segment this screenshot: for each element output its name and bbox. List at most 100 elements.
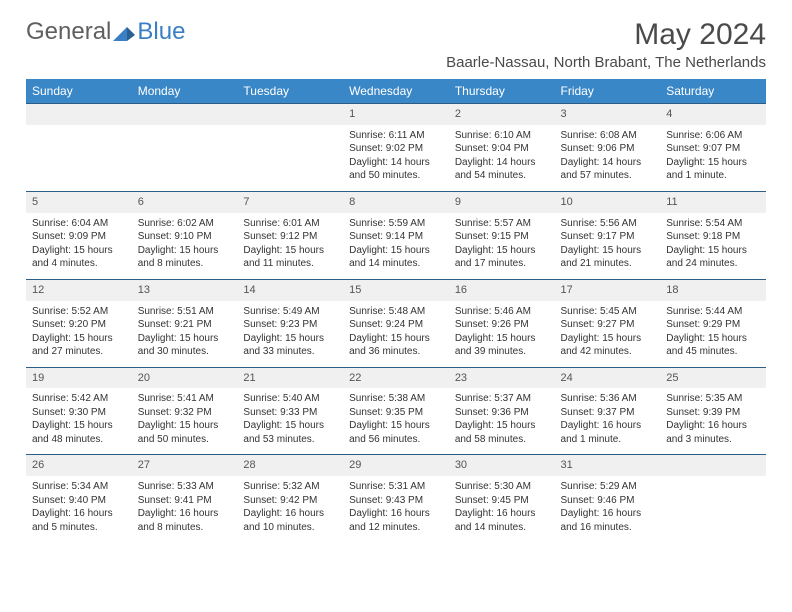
sunrise-text: Sunrise: 5:48 AM: [349, 305, 443, 319]
sunset-text: Sunset: 9:23 PM: [243, 318, 337, 332]
day-number: 10: [555, 191, 661, 212]
day-cell: Sunrise: 5:57 AMSunset: 9:15 PMDaylight:…: [449, 213, 555, 280]
sunrise-text: Sunrise: 6:04 AM: [32, 217, 126, 231]
day-number: [132, 104, 238, 125]
sunset-text: Sunset: 9:45 PM: [455, 494, 549, 508]
sunset-text: Sunset: 9:27 PM: [561, 318, 655, 332]
daylight-text: Daylight: 15 hours and 1 minute.: [666, 156, 760, 183]
sunset-text: Sunset: 9:30 PM: [32, 406, 126, 420]
sunset-text: Sunset: 9:36 PM: [455, 406, 549, 420]
day-cell: Sunrise: 5:56 AMSunset: 9:17 PMDaylight:…: [555, 213, 661, 280]
day-cell: Sunrise: 5:38 AMSunset: 9:35 PMDaylight:…: [343, 388, 449, 455]
sunrise-text: Sunrise: 6:02 AM: [138, 217, 232, 231]
sunset-text: Sunset: 9:02 PM: [349, 142, 443, 156]
header: General Blue May 2024 Baarle-Nassau, Nor…: [26, 18, 766, 71]
day-number: 9: [449, 191, 555, 212]
sunset-text: Sunset: 9:21 PM: [138, 318, 232, 332]
sunrise-text: Sunrise: 5:40 AM: [243, 392, 337, 406]
sunrise-text: Sunrise: 5:46 AM: [455, 305, 549, 319]
day-cell: Sunrise: 6:11 AMSunset: 9:02 PMDaylight:…: [343, 125, 449, 192]
day-cell: Sunrise: 5:51 AMSunset: 9:21 PMDaylight:…: [132, 301, 238, 368]
day-number: [26, 104, 132, 125]
day-header: Monday: [132, 79, 238, 104]
sunset-text: Sunset: 9:39 PM: [666, 406, 760, 420]
sunset-text: Sunset: 9:12 PM: [243, 230, 337, 244]
daynum-row: 19202122232425: [26, 367, 766, 388]
day-number: 12: [26, 279, 132, 300]
sunset-text: Sunset: 9:43 PM: [349, 494, 443, 508]
sunset-text: Sunset: 9:15 PM: [455, 230, 549, 244]
sunset-text: Sunset: 9:33 PM: [243, 406, 337, 420]
day-cell: Sunrise: 5:40 AMSunset: 9:33 PMDaylight:…: [237, 388, 343, 455]
day-header: Saturday: [660, 79, 766, 104]
daylight-text: Daylight: 15 hours and 30 minutes.: [138, 332, 232, 359]
sunrise-text: Sunrise: 6:08 AM: [561, 129, 655, 143]
daylight-text: Daylight: 15 hours and 36 minutes.: [349, 332, 443, 359]
daylight-text: Daylight: 15 hours and 53 minutes.: [243, 419, 337, 446]
day-header: Thursday: [449, 79, 555, 104]
day-cell: [237, 125, 343, 192]
sunrise-text: Sunrise: 5:38 AM: [349, 392, 443, 406]
daylight-text: Daylight: 14 hours and 50 minutes.: [349, 156, 443, 183]
daylight-text: Daylight: 14 hours and 57 minutes.: [561, 156, 655, 183]
day-cell: Sunrise: 5:34 AMSunset: 9:40 PMDaylight:…: [26, 476, 132, 542]
day-cell: Sunrise: 5:46 AMSunset: 9:26 PMDaylight:…: [449, 301, 555, 368]
daylight-text: Daylight: 15 hours and 50 minutes.: [138, 419, 232, 446]
day-cell: Sunrise: 6:02 AMSunset: 9:10 PMDaylight:…: [132, 213, 238, 280]
day-number: 1: [343, 104, 449, 125]
sunrise-text: Sunrise: 5:30 AM: [455, 480, 549, 494]
daylight-text: Daylight: 15 hours and 4 minutes.: [32, 244, 126, 271]
day-number: 23: [449, 367, 555, 388]
daylight-text: Daylight: 16 hours and 10 minutes.: [243, 507, 337, 534]
day-number: 18: [660, 279, 766, 300]
sunrise-text: Sunrise: 5:44 AM: [666, 305, 760, 319]
day-number: [660, 455, 766, 476]
day-cell: Sunrise: 5:59 AMSunset: 9:14 PMDaylight:…: [343, 213, 449, 280]
day-number: 25: [660, 367, 766, 388]
sunrise-text: Sunrise: 6:10 AM: [455, 129, 549, 143]
sunrise-text: Sunrise: 5:56 AM: [561, 217, 655, 231]
sunrise-text: Sunrise: 5:35 AM: [666, 392, 760, 406]
day-number: 21: [237, 367, 343, 388]
day-cell: Sunrise: 5:44 AMSunset: 9:29 PMDaylight:…: [660, 301, 766, 368]
day-cell: Sunrise: 6:08 AMSunset: 9:06 PMDaylight:…: [555, 125, 661, 192]
day-cell: [132, 125, 238, 192]
calendar-table: Sunday Monday Tuesday Wednesday Thursday…: [26, 79, 766, 542]
data-row: Sunrise: 6:11 AMSunset: 9:02 PMDaylight:…: [26, 125, 766, 192]
day-number: 8: [343, 191, 449, 212]
daynum-row: 567891011: [26, 191, 766, 212]
daylight-text: Daylight: 16 hours and 3 minutes.: [666, 419, 760, 446]
sunrise-text: Sunrise: 5:29 AM: [561, 480, 655, 494]
day-cell: Sunrise: 5:49 AMSunset: 9:23 PMDaylight:…: [237, 301, 343, 368]
daynum-row: 262728293031: [26, 455, 766, 476]
sunset-text: Sunset: 9:46 PM: [561, 494, 655, 508]
day-number: 30: [449, 455, 555, 476]
daylight-text: Daylight: 15 hours and 8 minutes.: [138, 244, 232, 271]
day-cell: Sunrise: 5:48 AMSunset: 9:24 PMDaylight:…: [343, 301, 449, 368]
sunrise-text: Sunrise: 5:49 AM: [243, 305, 337, 319]
day-number: 16: [449, 279, 555, 300]
title-box: May 2024 Baarle-Nassau, North Brabant, T…: [446, 18, 766, 71]
data-row: Sunrise: 5:52 AMSunset: 9:20 PMDaylight:…: [26, 301, 766, 368]
sunset-text: Sunset: 9:40 PM: [32, 494, 126, 508]
sunrise-text: Sunrise: 5:37 AM: [455, 392, 549, 406]
day-cell: [26, 125, 132, 192]
sunrise-text: Sunrise: 6:06 AM: [666, 129, 760, 143]
day-cell: Sunrise: 5:32 AMSunset: 9:42 PMDaylight:…: [237, 476, 343, 542]
day-cell: Sunrise: 5:45 AMSunset: 9:27 PMDaylight:…: [555, 301, 661, 368]
day-number: [237, 104, 343, 125]
sunset-text: Sunset: 9:24 PM: [349, 318, 443, 332]
day-cell: Sunrise: 5:29 AMSunset: 9:46 PMDaylight:…: [555, 476, 661, 542]
day-number: 19: [26, 367, 132, 388]
day-number: 14: [237, 279, 343, 300]
day-header: Wednesday: [343, 79, 449, 104]
day-cell: Sunrise: 5:42 AMSunset: 9:30 PMDaylight:…: [26, 388, 132, 455]
daylight-text: Daylight: 15 hours and 21 minutes.: [561, 244, 655, 271]
daylight-text: Daylight: 15 hours and 11 minutes.: [243, 244, 337, 271]
sunrise-text: Sunrise: 5:41 AM: [138, 392, 232, 406]
day-cell: Sunrise: 5:35 AMSunset: 9:39 PMDaylight:…: [660, 388, 766, 455]
day-cell: Sunrise: 6:01 AMSunset: 9:12 PMDaylight:…: [237, 213, 343, 280]
sunrise-text: Sunrise: 5:45 AM: [561, 305, 655, 319]
day-cell: Sunrise: 6:04 AMSunset: 9:09 PMDaylight:…: [26, 213, 132, 280]
sunrise-text: Sunrise: 5:42 AM: [32, 392, 126, 406]
